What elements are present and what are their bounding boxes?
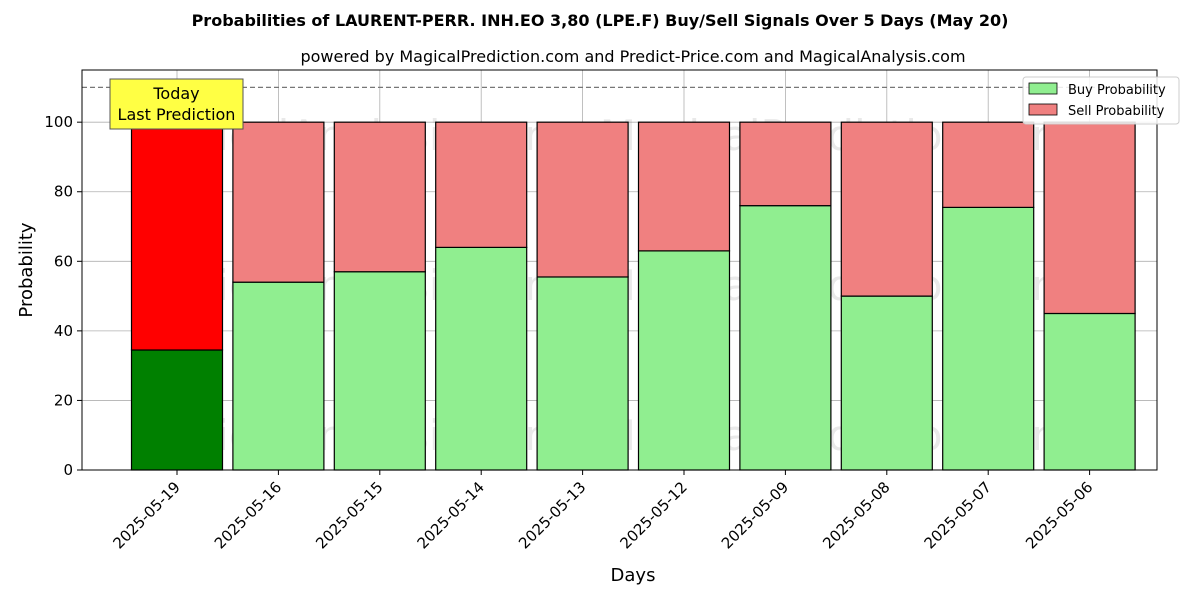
y-tick-label: 40 xyxy=(54,322,73,340)
x-tick-label: 2025-05-06 xyxy=(1022,478,1096,552)
plot-frame xyxy=(81,69,1158,471)
x-tick-label: 2025-05-08 xyxy=(819,478,893,552)
bar-sell-2025-05-16 xyxy=(232,121,325,283)
x-tick-label: 2025-05-13 xyxy=(515,478,589,552)
y-axis-ticks: 0 20 40 60 80 100 xyxy=(44,113,82,479)
bar-sell-2025-05-06 xyxy=(1043,121,1136,315)
y-axis-label: Probability xyxy=(16,222,37,317)
bar-buy-2025-05-14 xyxy=(435,246,528,471)
x-tick-label: 2025-05-15 xyxy=(312,478,386,552)
bars xyxy=(130,121,1136,471)
x-tick-label: 2025-05-12 xyxy=(616,478,690,552)
x-tick-label: 2025-05-14 xyxy=(414,478,488,552)
bar-sell-2025-05-07 xyxy=(942,121,1035,208)
y-tick-label: 100 xyxy=(44,113,73,131)
bar-sell-2025-05-09 xyxy=(739,121,832,207)
legend-frame xyxy=(1022,76,1180,125)
x-axis-label: Days xyxy=(611,565,656,586)
annotation-line1: Today xyxy=(152,84,199,103)
x-tick-label: 2025-05-16 xyxy=(211,478,285,552)
x-tick-label: 2025-05-19 xyxy=(109,478,183,552)
legend-swatch-sell xyxy=(1028,103,1058,116)
bar-sell-2025-05-12 xyxy=(637,121,731,252)
bar-buy-2025-05-19 xyxy=(130,349,224,471)
bar-buy-2025-05-08 xyxy=(840,295,933,471)
bar-buy-2025-05-07 xyxy=(942,206,1035,471)
bar-sell-2025-05-14 xyxy=(435,121,528,248)
bar-buy-2025-05-09 xyxy=(739,205,832,471)
bar-sell-2025-05-15 xyxy=(333,121,426,273)
chart-subtitle: powered by MagicalPrediction.com and Pre… xyxy=(300,47,965,66)
y-tick-label: 0 xyxy=(63,461,73,479)
legend: Buy Probability Sell Probability xyxy=(1022,76,1180,125)
chart-title: Probabilities of LAURENT-PERR. INH.EO 3,… xyxy=(192,11,1009,30)
legend-label-buy: Buy Probability xyxy=(1068,83,1166,98)
annotation-line2: Last Prediction xyxy=(118,105,236,124)
y-tick-label: 60 xyxy=(54,252,73,270)
legend-label-sell: Sell Probability xyxy=(1068,104,1165,119)
legend-swatch-buy xyxy=(1028,82,1058,95)
y-tick-label: 20 xyxy=(54,391,73,409)
annotation-today: Today Last Prediction xyxy=(109,78,244,130)
bar-buy-2025-05-12 xyxy=(637,250,731,471)
y-tick-label: 80 xyxy=(54,183,73,201)
x-axis-ticks: 2025-05-19 2025-05-16 2025-05-15 2025-05-14… xyxy=(109,470,1096,552)
x-tick-label: 2025-05-09 xyxy=(718,478,792,552)
bar-sell-2025-05-08 xyxy=(840,121,933,297)
x-tick-label: 2025-05-07 xyxy=(921,478,995,552)
bar-sell-2025-05-13 xyxy=(536,121,629,278)
bar-buy-2025-05-13 xyxy=(536,276,629,471)
bar-buy-2025-05-06 xyxy=(1043,312,1136,471)
bar-buy-2025-05-16 xyxy=(232,281,325,471)
bar-sell-2025-05-19 xyxy=(130,121,224,351)
annotation-box xyxy=(109,78,244,130)
bar-buy-2025-05-15 xyxy=(333,271,426,471)
